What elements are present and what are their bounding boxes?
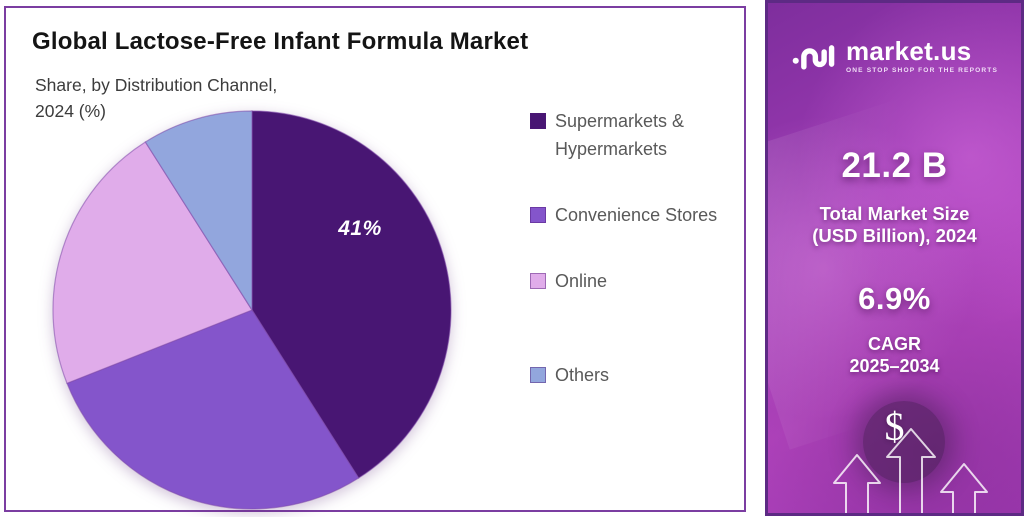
- logo-tagline: ONE STOP SHOP FOR THE REPORTS: [845, 67, 999, 74]
- marketus-logo-icon: [792, 45, 835, 70]
- legend-item-supermarkets: Supermarkets & Hypermarkets: [530, 107, 735, 163]
- legend-item-others: Others: [530, 361, 735, 389]
- legend-swatch-supermarkets: [530, 113, 546, 129]
- legend-item-convenience: Convenience Stores: [530, 201, 735, 229]
- cagr-value: 6.9%: [858, 281, 931, 316]
- legend-swatch-others: [530, 367, 546, 383]
- marketus-logo: market.us ONE STOP SHOP FOR THE REPORTS: [768, 33, 1021, 79]
- pie-chart-area: [50, 108, 454, 512]
- pie-slice-convenience-stores: [66, 309, 360, 510]
- chart-subtitle-line1: Share, by Distribution Channel,: [35, 75, 278, 95]
- cagr-label-line2: 2025–2034: [849, 356, 940, 376]
- chart-title: Global Lactose-Free Infant Formula Marke…: [32, 28, 529, 55]
- cagr-label-line1: CAGR: [868, 334, 921, 354]
- cagr-label: CAGR 2025–2034: [768, 333, 1021, 377]
- legend-swatch-convenience: [530, 207, 546, 223]
- legend-label-online: Online: [555, 271, 608, 291]
- pie-data-label: 41%: [338, 217, 382, 240]
- dollar-circle-backdrop: [863, 401, 945, 483]
- pie-chart: [52, 110, 452, 510]
- logo-name: market.us: [845, 36, 972, 66]
- market-info-panel: market.us ONE STOP SHOP FOR THE REPORTS …: [765, 0, 1024, 516]
- logo-text: market.us ONE STOP SHOP FOR THE REPORTS: [846, 38, 998, 74]
- growth-arrows-icon: [833, 428, 988, 513]
- chart-subtitle: Share, by Distribution Channel, 2024 (%): [35, 72, 365, 124]
- market-size-label-line1: Total Market Size: [819, 203, 970, 224]
- pie-slice-supermarkets-hypermarkets: [251, 110, 452, 479]
- legend-label-supermarkets: Supermarkets & Hypermarkets: [555, 111, 685, 159]
- market-size-value: 21.2 B: [841, 146, 948, 185]
- legend-swatch-online: [530, 273, 546, 289]
- market-size-label-line2: (USD Billion), 2024: [812, 225, 977, 246]
- pie-legend: Supermarkets & Hypermarkets Convenience …: [530, 107, 735, 455]
- market-size-label: Total Market Size (USD Billion), 2024: [768, 203, 1021, 247]
- chart-subtitle-line2: 2024 (%): [35, 101, 107, 121]
- chart-card: Global Lactose-Free Infant Formula Marke…: [4, 6, 746, 512]
- legend-item-online: Online: [530, 267, 735, 295]
- pie-slice-online: [52, 141, 253, 385]
- legend-label-convenience: Convenience Stores: [555, 205, 718, 225]
- pie-slice-others: [144, 110, 253, 313]
- dollar-icon: $: [884, 404, 905, 449]
- legend-label-others: Others: [555, 365, 610, 385]
